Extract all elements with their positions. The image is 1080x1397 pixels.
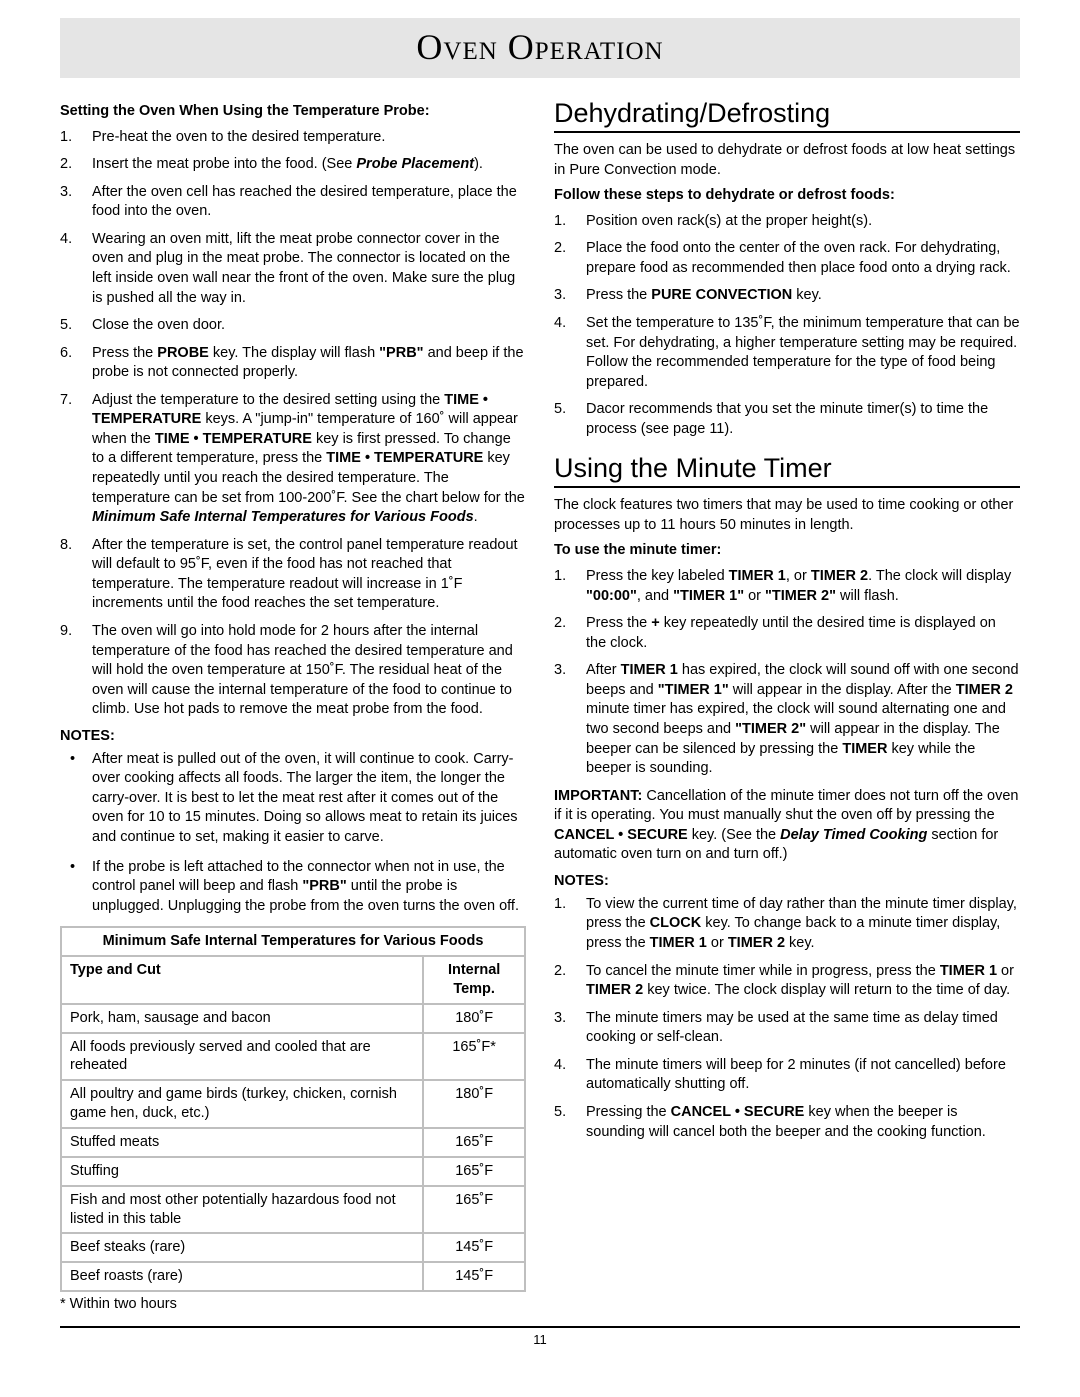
left-column: Setting the Oven When Using the Temperat…: [60, 96, 526, 1312]
table-row: All poultry and game birds (turkey, chic…: [61, 1080, 525, 1128]
probe-step: Insert the meat probe into the food. (Se…: [60, 155, 526, 175]
dehydrating-steps: Position oven rack(s) at the proper heig…: [554, 212, 1020, 440]
table-cell-type: Fish and most other potentially hazardou…: [61, 1186, 423, 1234]
minute-timer-important: IMPORTANT: Cancellation of the minute ti…: [554, 787, 1020, 865]
page-number: 11: [533, 1332, 547, 1347]
table-row: All foods previously served and cooled t…: [61, 1033, 525, 1081]
table-cell-temp: 165˚F: [423, 1157, 525, 1186]
table-cell-temp: 180˚F: [423, 1004, 525, 1033]
minute-timer-title: Using the Minute Timer: [554, 453, 1020, 488]
page-footer: 11: [60, 1326, 1020, 1347]
minute-timer-note: The minute timers may be used at the sam…: [554, 1009, 1020, 1048]
minute-timer-notes: To view the current time of day rather t…: [554, 895, 1020, 1142]
minute-timer-step: Press the key labeled TIMER 1, or TIMER …: [554, 567, 1020, 606]
table-cell-temp: 180˚F: [423, 1080, 525, 1128]
page-title: Oven Operation: [60, 26, 1020, 68]
notes-label-right: NOTES:: [554, 873, 1020, 889]
table-cell-type: All foods previously served and cooled t…: [61, 1033, 423, 1081]
probe-setting-steps: Pre-heat the oven to the desired tempera…: [60, 128, 526, 720]
probe-step: Wearing an oven mitt, lift the meat prob…: [60, 230, 526, 308]
probe-note: After meat is pulled out of the oven, it…: [60, 750, 526, 848]
table-cell-temp: 145˚F: [423, 1233, 525, 1262]
table-row: Fish and most other potentially hazardou…: [61, 1186, 525, 1234]
minute-timer-step: Press the + key repeatedly until the des…: [554, 614, 1020, 653]
table-cell-type: All poultry and game birds (turkey, chic…: [61, 1080, 423, 1128]
table-cell-type: Stuffed meats: [61, 1128, 423, 1157]
table-cell-temp: 145˚F: [423, 1262, 525, 1291]
probe-step: After the temperature is set, the contro…: [60, 536, 526, 614]
notes-label-left: NOTES:: [60, 728, 526, 744]
dehydrating-title: Dehydrating/Defrosting: [554, 98, 1020, 133]
table-footnote: * Within two hours: [60, 1296, 526, 1312]
minute-timer-note: Pressing the CANCEL • SECURE key when th…: [554, 1103, 1020, 1142]
dehydrating-step: Dacor recommends that you set the minute…: [554, 400, 1020, 439]
minute-timer-step: After TIMER 1 has expired, the clock wil…: [554, 661, 1020, 778]
minute-timer-note: To cancel the minute timer while in prog…: [554, 962, 1020, 1001]
probe-step: The oven will go into hold mode for 2 ho…: [60, 622, 526, 720]
dehydrating-step: Set the temperature to 135˚F, the minimu…: [554, 314, 1020, 392]
temperature-table: Minimum Safe Internal Temperatures for V…: [60, 926, 526, 1292]
minute-timer-intro: The clock features two timers that may b…: [554, 496, 1020, 535]
dehydrating-steps-heading: Follow these steps to dehydrate or defro…: [554, 186, 1020, 206]
table-cell-temp: 165˚F: [423, 1128, 525, 1157]
minute-timer-note: To view the current time of day rather t…: [554, 895, 1020, 954]
minute-timer-note: The minute timers will beep for 2 minute…: [554, 1056, 1020, 1095]
table-row: Beef roasts (rare)145˚F: [61, 1262, 525, 1291]
dehydrating-step: Place the food onto the center of the ov…: [554, 239, 1020, 278]
table-cell-temp: 165˚F*: [423, 1033, 525, 1081]
table-cell-type: Pork, ham, sausage and bacon: [61, 1004, 423, 1033]
probe-note: If the probe is left attached to the con…: [60, 858, 526, 917]
table-row: Stuffed meats165˚F: [61, 1128, 525, 1157]
dehydrating-intro: The oven can be used to dehydrate or def…: [554, 141, 1020, 180]
probe-setting-heading: Setting the Oven When Using the Temperat…: [60, 102, 526, 122]
probe-notes: After meat is pulled out of the oven, it…: [60, 750, 526, 917]
probe-step: Press the PROBE key. The display will fl…: [60, 344, 526, 383]
two-column-layout: Setting the Oven When Using the Temperat…: [60, 96, 1020, 1312]
title-bar: Oven Operation: [60, 18, 1020, 78]
table-caption: Minimum Safe Internal Temperatures for V…: [61, 927, 525, 956]
table-col-type: Type and Cut: [61, 956, 423, 1004]
table-col-temp: Internal Temp.: [423, 956, 525, 1004]
table-cell-type: Beef roasts (rare): [61, 1262, 423, 1291]
probe-step: Close the oven door.: [60, 316, 526, 336]
right-column: Dehydrating/Defrosting The oven can be u…: [554, 96, 1020, 1312]
minute-timer-subhead: To use the minute timer:: [554, 541, 1020, 561]
minute-timer-steps: Press the key labeled TIMER 1, or TIMER …: [554, 567, 1020, 779]
probe-step: After the oven cell has reached the desi…: [60, 183, 526, 222]
table-cell-type: Stuffing: [61, 1157, 423, 1186]
probe-step: Adjust the temperature to the desired se…: [60, 391, 526, 528]
dehydrating-step: Press the PURE CONVECTION key.: [554, 286, 1020, 306]
table-row: Stuffing165˚F: [61, 1157, 525, 1186]
manual-page: Oven Operation Setting the Oven When Usi…: [0, 0, 1080, 1367]
table-cell-temp: 165˚F: [423, 1186, 525, 1234]
table-cell-type: Beef steaks (rare): [61, 1233, 423, 1262]
dehydrating-step: Position oven rack(s) at the proper heig…: [554, 212, 1020, 232]
table-row: Pork, ham, sausage and bacon180˚F: [61, 1004, 525, 1033]
probe-step: Pre-heat the oven to the desired tempera…: [60, 128, 526, 148]
table-row: Beef steaks (rare)145˚F: [61, 1233, 525, 1262]
